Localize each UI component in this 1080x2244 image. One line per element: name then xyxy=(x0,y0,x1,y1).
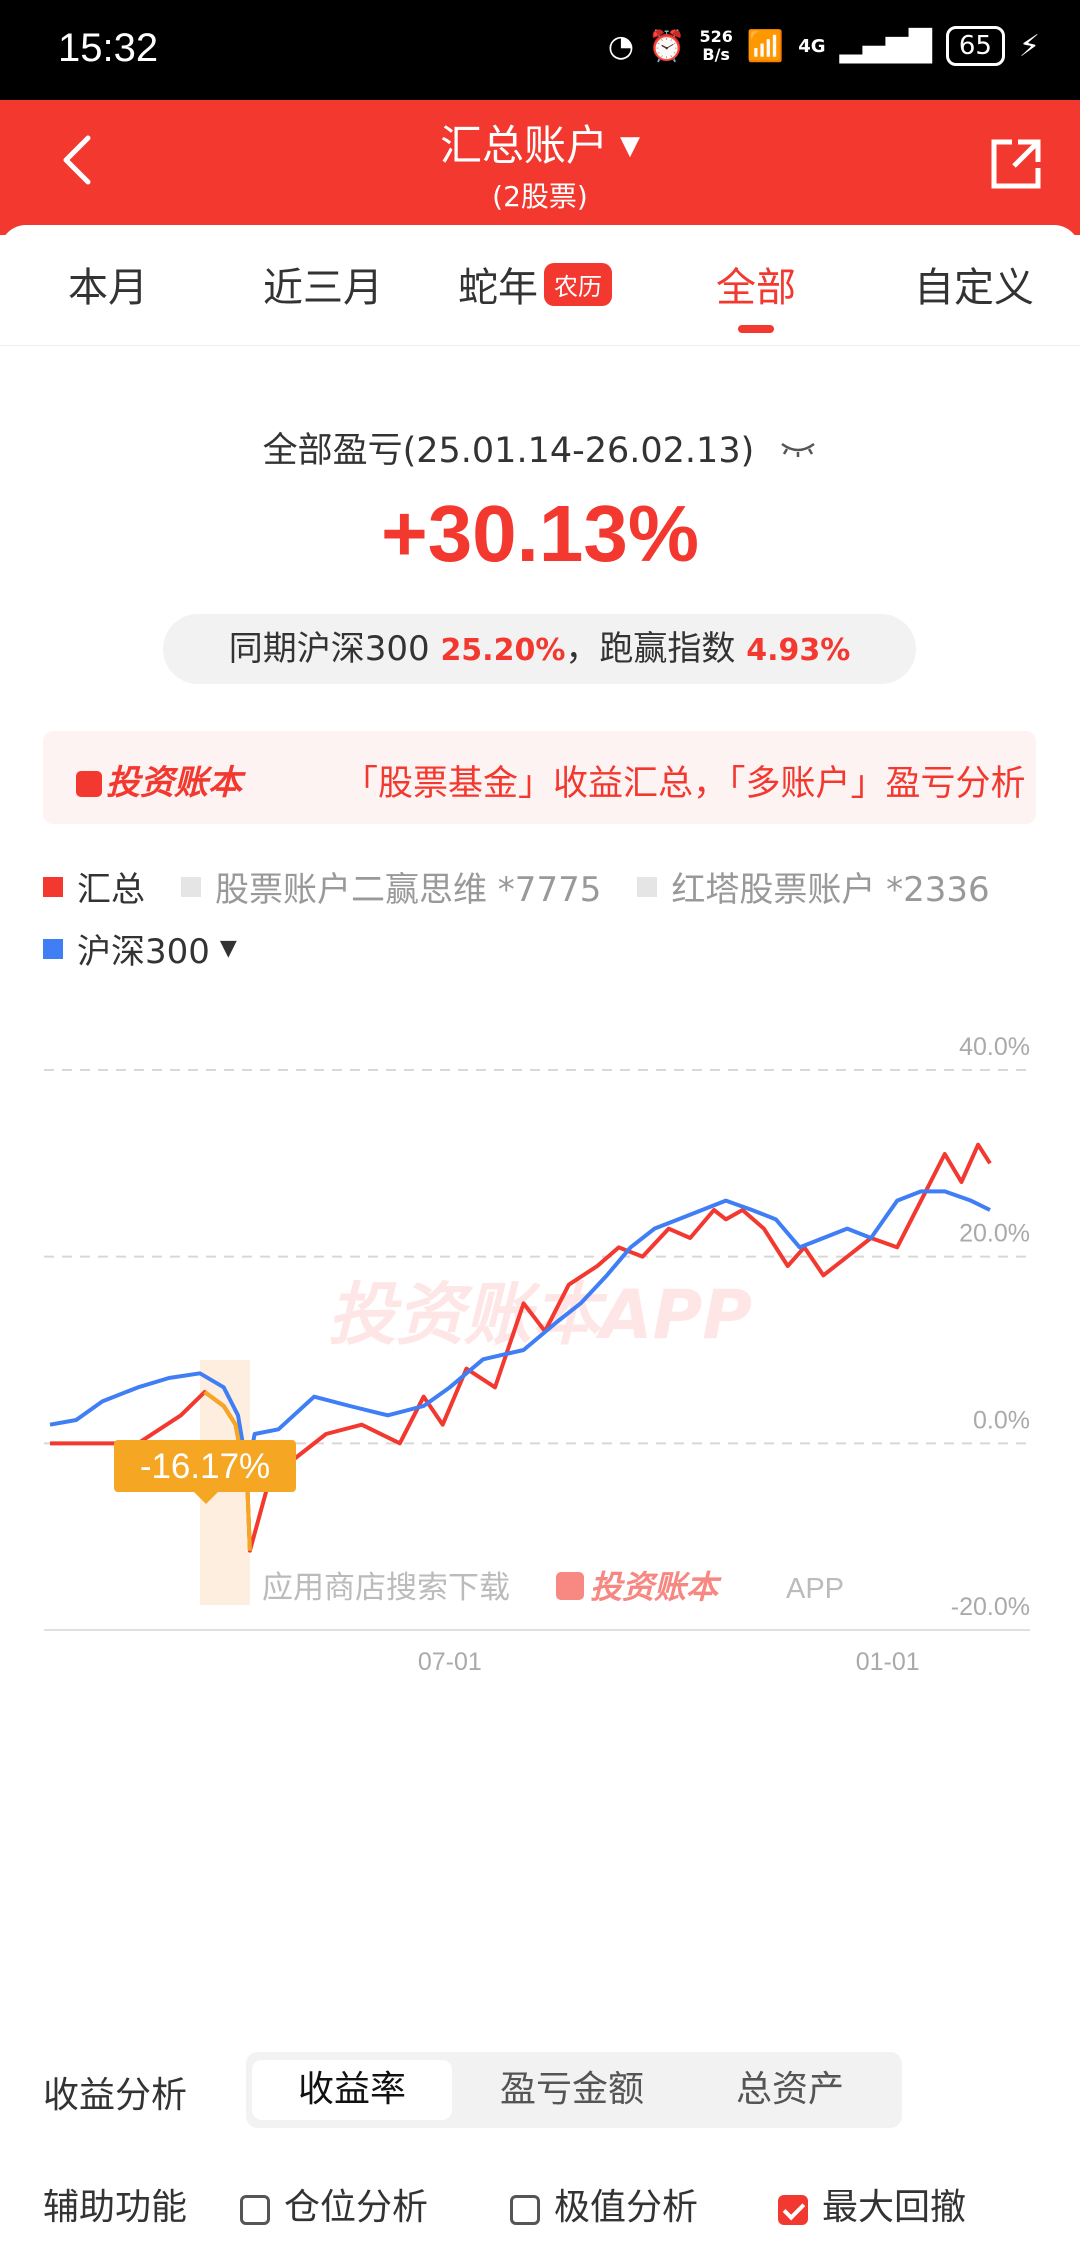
back-arrow-icon[interactable] xyxy=(50,130,110,190)
drawdown-value-label: -16.17% xyxy=(140,1447,270,1486)
legend-swatch xyxy=(181,876,201,897)
max-drawdown-toggle[interactable]: 最大回撤 xyxy=(778,2178,966,2230)
checkbox-icon[interactable] xyxy=(240,2195,270,2225)
promo-banner[interactable]: 投资账本 「股票基金」收益汇总，「多账户」盈亏分析 xyxy=(43,731,1036,824)
total-return: +30.13% xyxy=(380,489,700,578)
tools-label: 辅助功能 xyxy=(43,2187,188,2228)
tab-label: 近三月 xyxy=(263,265,383,311)
tab-label: 自定义 xyxy=(914,265,1034,311)
chart-footer-text: 应用商店搜索下载 xyxy=(262,1570,510,1606)
excess-return: 4.93% xyxy=(746,633,851,668)
chart-legend-row2: 沪深300 ▼ xyxy=(43,924,273,973)
legend-summary[interactable]: 汇总 xyxy=(43,862,145,911)
chart-legend: 汇总 股票账户二赢思维 *7775 红塔股票账户 *2336 xyxy=(43,862,1026,911)
tab-label: 全部 xyxy=(716,265,796,311)
checkbox-checked-icon[interactable] xyxy=(778,2195,808,2225)
y-tick-label: 20.0% xyxy=(959,1220,1030,1248)
app-header: 汇总账户 ▼ (2股票) xyxy=(0,100,1080,235)
cellular-signal-icon: ▂▄▆█ xyxy=(839,28,932,64)
summary-label-text: 全部盈亏(25.01.14-26.02.13) xyxy=(262,431,755,471)
lunar-badge: 农历 xyxy=(544,263,612,306)
drawdown-tooltip xyxy=(114,1440,296,1492)
y-tick-label: -20.0% xyxy=(951,1593,1030,1621)
tab-snake-year[interactable]: 蛇年 农历 xyxy=(458,255,612,313)
chart-footer-suffix: APP xyxy=(786,1573,844,1605)
dropdown-caret-icon: ▼ xyxy=(620,131,640,161)
option-profit-amount[interactable]: 盈亏金额 xyxy=(499,2069,644,2110)
option-total-assets[interactable]: 总资产 xyxy=(735,2069,844,2110)
y-tick-label: 0.0% xyxy=(973,1406,1030,1434)
extreme-analysis-toggle[interactable]: 极值分析 xyxy=(510,2178,698,2230)
summary-period: 全部盈亏(25.01.14-26.02.13) xyxy=(0,422,1080,473)
tab-custom[interactable]: 自定义 xyxy=(914,255,1034,313)
wifi-icon: 📶 xyxy=(746,28,785,64)
charging-icon: ⚡ xyxy=(1018,28,1040,64)
net-speed-unit: B/s xyxy=(702,45,730,64)
toggle-label: 仓位分析 xyxy=(284,2187,429,2228)
legend-label: 红塔股票账户 *2336 xyxy=(671,870,990,910)
analysis-segmented-control: 收益率 盈亏金额 总资产 xyxy=(246,2052,902,2128)
tab-three-months[interactable]: 近三月 xyxy=(263,255,383,313)
legend-swatch xyxy=(637,876,658,897)
drawdown-tooltip-pointer xyxy=(194,1492,218,1504)
return-chart-svg[interactable]: 40.0%20.0%0.0%-20.0%投资账本APP-16.17%应用商店搜索… xyxy=(0,990,1080,1950)
compare-mid: ，跑赢指数 xyxy=(565,629,736,669)
legend-swatch xyxy=(43,876,63,897)
option-return-rate[interactable]: 收益率 xyxy=(252,2060,452,2120)
header-subtitle: (2股票) xyxy=(492,180,588,213)
legend-swatch xyxy=(43,938,63,959)
tab-all[interactable]: 全部 xyxy=(716,255,796,313)
chart-footer-logo: 投资账本 xyxy=(590,1568,722,1606)
network-speed: 526 B/s xyxy=(699,28,732,64)
compare-prefix: 同期沪深300 xyxy=(228,629,430,669)
analysis-label: 收益分析 xyxy=(43,2075,188,2116)
status-icons: ◔ ⏰ 526 B/s 📶 4G ▂▄▆█ 65 ⚡ xyxy=(608,26,1040,66)
alarm-icon: ⏰ xyxy=(648,28,686,64)
speed-icon: ◔ xyxy=(607,28,635,64)
x-tick-label: 07-01 xyxy=(418,1648,482,1676)
legend-label: 沪深300 xyxy=(77,932,210,972)
promo-text: 「股票基金」收益汇总，「多账户」盈亏分析 xyxy=(343,764,1026,804)
chart-footer-logo-icon xyxy=(556,1572,584,1600)
legend-index[interactable]: 沪深300 ▼ xyxy=(43,924,237,973)
index-comparison: 同期沪深300 25.20%，跑赢指数 4.93% xyxy=(163,614,916,684)
legend-label: 汇总 xyxy=(77,870,145,910)
net-speed-value: 526 xyxy=(699,27,733,46)
chart-watermark: 投资账本APP xyxy=(328,1276,752,1355)
eye-closed-icon[interactable] xyxy=(779,438,817,458)
header-title: 汇总账户 xyxy=(439,121,608,170)
share-icon[interactable] xyxy=(988,136,1044,192)
battery-level: 65 xyxy=(945,26,1005,66)
signal-label: 4G xyxy=(798,35,826,57)
legend-account-7775[interactable]: 股票账户二赢思维 *7775 xyxy=(181,862,601,911)
index-series-line xyxy=(49,1189,991,1474)
x-tick-label: 01-01 xyxy=(856,1648,920,1676)
tab-label: 蛇年 xyxy=(458,265,538,311)
y-tick-label: 40.0% xyxy=(959,1033,1030,1061)
tab-this-month[interactable]: 本月 xyxy=(68,255,148,313)
tab-label: 本月 xyxy=(68,265,148,311)
logo-text: 投资账本 xyxy=(106,763,242,803)
status-time: 15:32 xyxy=(58,26,159,70)
position-analysis-toggle[interactable]: 仓位分析 xyxy=(240,2178,428,2230)
app-logo: 投资账本 xyxy=(76,755,242,804)
checkbox-icon[interactable] xyxy=(510,2195,540,2225)
index-return: 25.20% xyxy=(440,633,566,668)
period-tabs: 本月 近三月 蛇年 农历 全部 自定义 xyxy=(0,225,1080,346)
return-chart[interactable]: 40.0% 20.0% 0.0% -20.0% 投资账本APP -16.17% 应用商店搜索… xyxy=(0,990,1080,1950)
legend-label: 股票账户二赢思维 *7775 xyxy=(215,870,602,910)
legend-account-2336[interactable]: 红塔股票账户 *2336 xyxy=(637,862,990,911)
account-selector[interactable]: 汇总账户 ▼ xyxy=(0,112,1080,173)
active-tab-indicator xyxy=(738,325,774,333)
toggle-label: 极值分析 xyxy=(554,2187,699,2228)
toggle-label: 最大回撤 xyxy=(822,2187,967,2228)
drawdown-series-line xyxy=(203,1390,252,1551)
status-bar: 15:32 ◔ ⏰ 526 B/s 📶 4G ▂▄▆█ 65 ⚡ xyxy=(0,0,1080,100)
logo-icon xyxy=(76,771,102,797)
index-dropdown-icon: ▼ xyxy=(219,936,237,961)
